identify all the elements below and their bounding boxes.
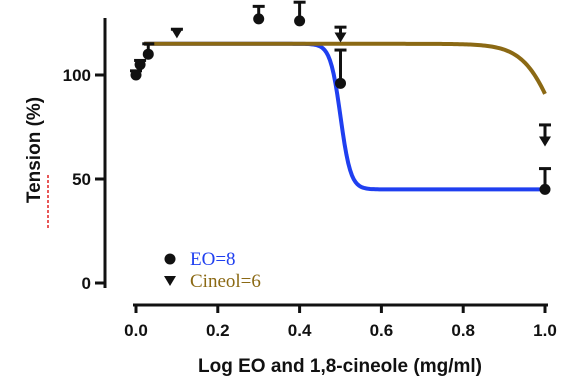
x-axis-label: Log EO and 1,8-cineole (mg/ml)	[198, 356, 482, 377]
x-tick-label: 0.2	[206, 321, 230, 340]
x-tick-label: 0.8	[451, 321, 475, 340]
x-tick-label: 1.0	[533, 321, 557, 340]
legend: EO=8 Cineol=6	[164, 249, 261, 292]
legend-label-cineol: Cineol=6	[190, 271, 261, 292]
axes	[103, 18, 548, 307]
data-markers	[130, 0, 551, 195]
fit-curve-cineol	[144, 41, 547, 95]
data-point-cineol	[539, 136, 551, 147]
fit-curves	[144, 41, 547, 192]
y-tick-label: 100	[63, 66, 91, 85]
y-axis-label: Tension (%)	[24, 97, 45, 203]
data-point-eo	[294, 15, 306, 27]
data-point-eo	[335, 77, 346, 89]
y-tick-label: 0	[82, 274, 91, 293]
x-tick-label: 0.0	[124, 321, 148, 340]
legend-triangle-marker	[164, 276, 176, 286]
legend-circle-marker	[164, 253, 176, 265]
data-point-eo	[130, 69, 142, 81]
data-point-cineol	[334, 32, 347, 43]
x-tick-label: 0.6	[370, 321, 394, 340]
legend-label-eo: EO=8	[190, 249, 236, 270]
x-tick-label: 0.4	[288, 321, 312, 340]
ticks: 0.0 0.2 0.4 0.6 0.8 1.0 0 50 100	[63, 66, 557, 340]
y-tick-label: 50	[72, 170, 91, 189]
data-point-eo	[142, 48, 154, 60]
fit-curve-eo	[144, 41, 545, 192]
data-point-eo	[253, 13, 265, 25]
data-point-eo	[539, 183, 551, 195]
data-point-eo	[134, 59, 146, 71]
data-point-cineol	[170, 28, 183, 39]
